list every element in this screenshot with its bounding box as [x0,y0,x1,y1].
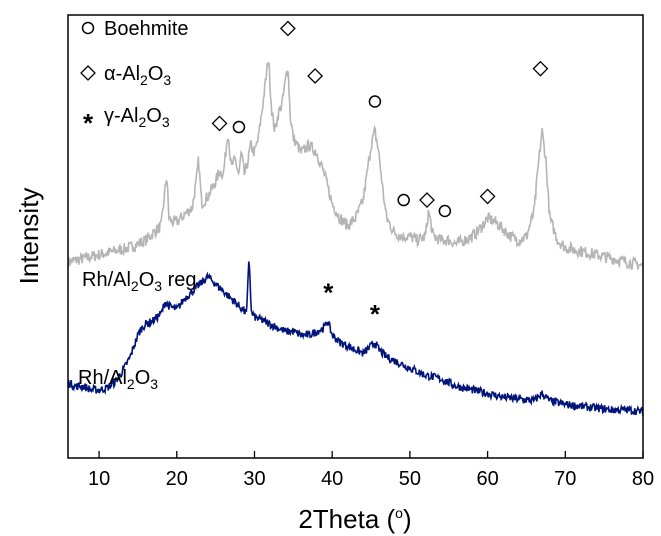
legend-entry-boehmite: Boehmite [81,18,189,40]
x-tick-label: 60 [476,468,498,490]
series-line-fresh [67,261,644,416]
series-group [67,62,644,416]
x-tick-label: 80 [632,468,654,490]
legend: Boehmite α-Al2O3 * γ-Al2O3 [80,18,189,138]
boehmite-peak-marker [232,120,246,134]
alpha-alumina-peak-marker [479,188,496,205]
alpha-alumina-peak-marker [307,68,324,84]
legend-asterisk-marker: * [83,108,94,138]
alpha-alumina-peak-marker [279,20,296,37]
plot-frame [67,14,644,459]
alpha-alumina-peak-marker [211,115,228,132]
alpha-alumina-peak-marker [419,192,435,208]
legend-label: α-Al2O3 [104,63,171,88]
boehmite-peak-marker [368,95,382,108]
legend-entry-gamma-alumina: * γ-Al2O3 [83,105,170,138]
series-label-reg: Rh/Al2O3 reg [82,269,197,294]
x-tick-label: 10 [88,468,110,490]
y-axis-title: Intensity [14,188,44,285]
boehmite-peak-marker [438,204,452,218]
alpha-alumina-peak-marker [532,60,549,77]
x-tick-label: 30 [243,468,265,490]
legend-diamond-marker [80,65,96,81]
x-tick-label: 40 [321,468,343,490]
legend-entry-alpha-alumina: α-Al2O3 [80,63,171,88]
gamma-alumina-peak-marker: * [323,277,334,307]
legend-label: γ-Al2O3 [104,105,170,130]
series-label-fresh: Rh/Al2O3 [78,367,158,392]
peak-markers: ** [211,20,549,329]
series-line-reg [67,62,644,271]
x-tick-label: 20 [166,468,188,490]
legend-label: Boehmite [104,18,189,40]
x-axis-title: 2Theta (o) [298,504,411,534]
x-tick-label: 70 [554,468,576,490]
x-tick-label: 50 [399,468,421,490]
boehmite-peak-marker [397,193,410,207]
legend-circle-marker [81,21,95,35]
x-axis-ticks: 10 20 30 40 50 60 70 80 [88,451,654,490]
gamma-alumina-peak-marker: * [370,299,381,329]
